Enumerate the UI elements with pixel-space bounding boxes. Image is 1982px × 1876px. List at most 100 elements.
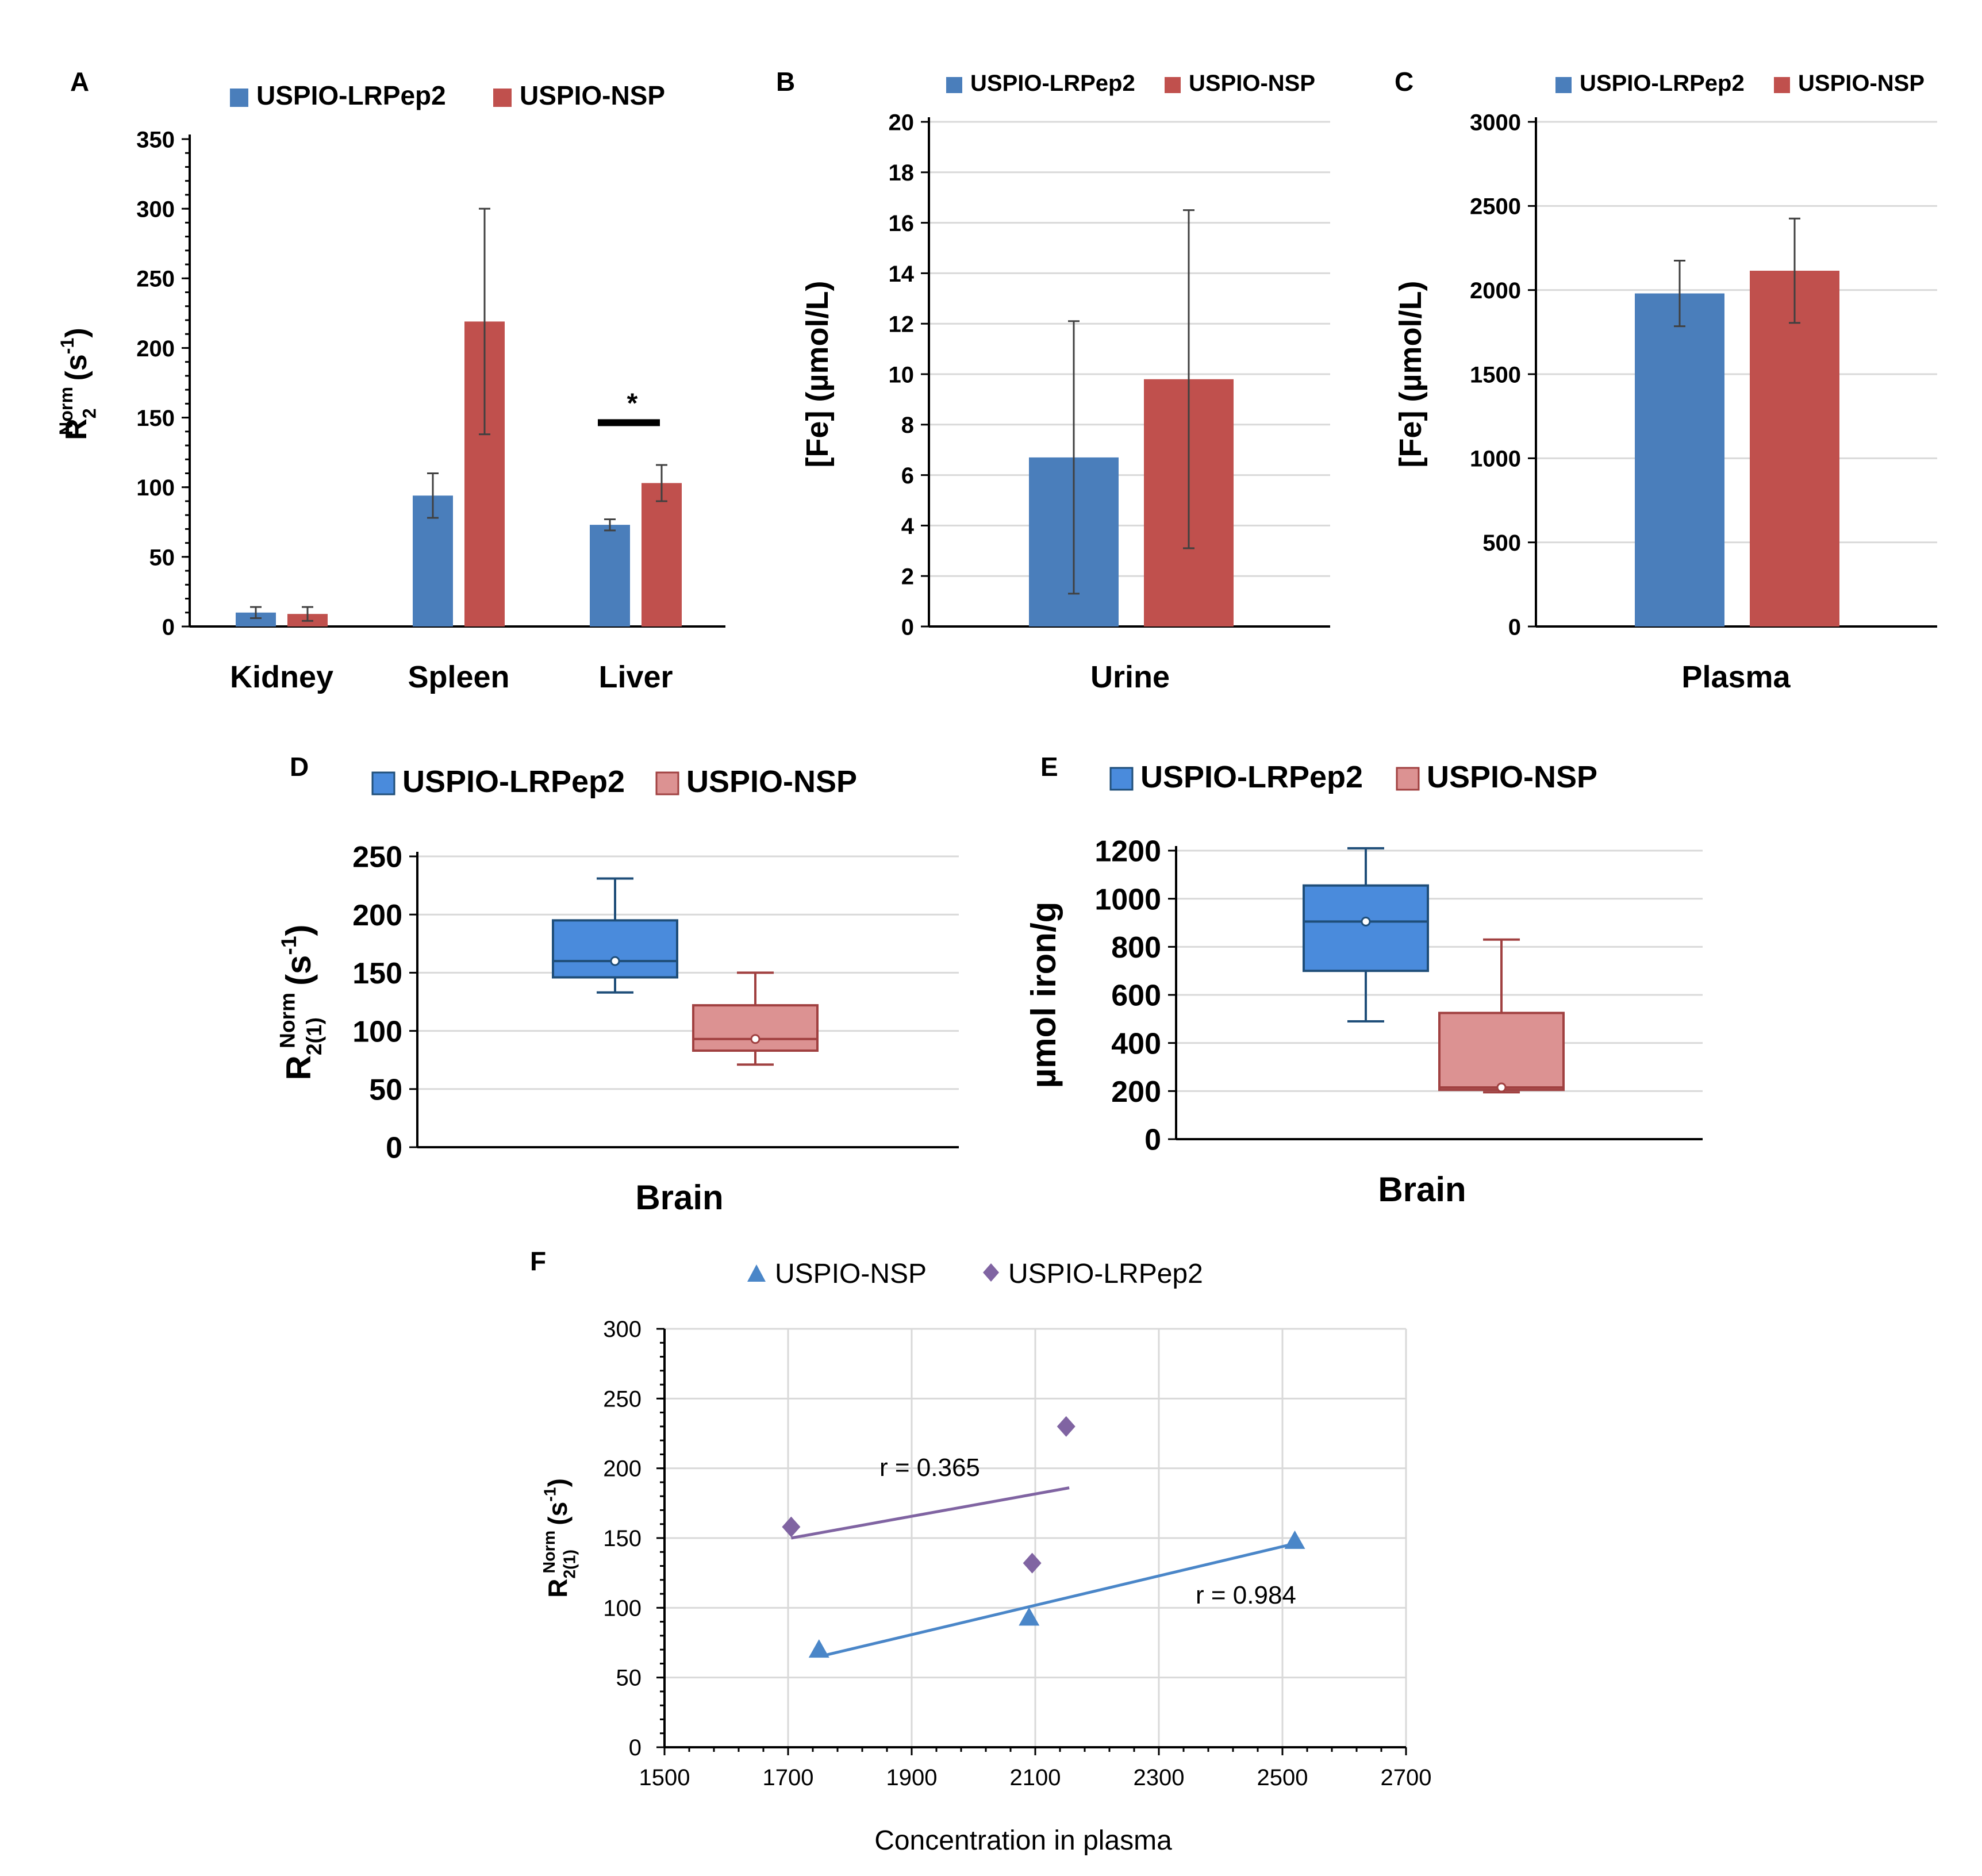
x-category-label: Kidney [230,660,333,694]
x-tick-label: 2500 [1257,1765,1308,1790]
y-tick-label: 0 [1144,1124,1161,1157]
y-axis-title: R2Norm (s-1) [56,328,100,440]
mean-marker [1496,1082,1507,1093]
data-point-triangle [1284,1530,1305,1549]
y-label-part: R [279,1055,318,1080]
y-tick-label: 20 [889,110,915,135]
panel-label: E [1040,752,1058,782]
y-label-part: Norm [56,387,76,435]
y-axis-label: R2Norm (s-1) [56,328,100,440]
y-tick-label: 300 [136,197,175,222]
y-tick-label: 500 [1482,530,1521,556]
panel-label: A [70,67,89,97]
data-point-diamond [782,1516,801,1537]
legend-swatch [493,89,512,107]
y-axis-title: R2(1)Norm (s-1) [275,924,326,1080]
y-axis-label: µmol iron/g [1024,902,1063,1089]
y-tick-label: 250 [352,841,402,874]
bar [1750,271,1839,626]
y-label-part: R [543,1579,573,1598]
y-tick-label: 0 [901,614,914,640]
y-tick-label: 1200 [1094,835,1161,868]
x-category-label: Spleen [408,660,509,694]
legend-swatch [1774,77,1790,93]
panel-label: D [290,752,309,782]
y-tick-label: 150 [136,406,175,431]
data-point-diamond [1023,1552,1042,1574]
legend-label: USPIO-LRPep2 [256,80,446,110]
y-tick-label: 0 [386,1132,402,1165]
legend-swatch [1109,767,1134,791]
x-tick-label: 2700 [1381,1765,1432,1790]
trend-line [824,1542,1296,1657]
y-axis-label: [Fe] (µmol/L) [800,280,835,467]
legend-label: USPIO-NSP [1427,760,1597,794]
trend-line [790,1486,1070,1540]
correlation-label: r = 0.365 [879,1454,980,1482]
y-axis-title: R2(1)Norm (s-1) [540,1478,579,1598]
y-tick-label: 150 [603,1526,642,1551]
x-tick-label: 2100 [1010,1765,1061,1790]
y-tick-label: 16 [889,211,915,236]
y-tick-label: 200 [603,1456,642,1482]
y-tick-label: 50 [616,1666,642,1691]
y-tick-label: 3000 [1470,110,1521,135]
y-tick-label: 1000 [1094,883,1161,916]
mean-marker [750,1034,760,1044]
y-tick-label: 1000 [1470,447,1521,472]
y-tick-label: 10 [889,362,915,387]
legend-label: USPIO-LRPep2 [970,71,1135,96]
panel-label: F [530,1246,546,1276]
x-axis-label: Concentration in plasma [874,1825,1172,1856]
mean-marker [610,956,620,966]
legend-label: USPIO-NSP [1189,71,1315,96]
legend-swatch [371,771,395,795]
box [1303,884,1429,972]
legend-swatch [655,771,679,795]
y-tick-label: 1500 [1470,362,1521,387]
y-label-part: -1 [541,1487,560,1501]
y-tick-label: 0 [1508,614,1521,640]
box-plot [1438,938,1565,1094]
y-tick-label: 100 [352,1015,402,1048]
legend-swatch [1555,77,1572,93]
x-axis-label: Brain [635,1178,723,1217]
data-point-triangle [808,1639,829,1658]
legend-label: USPIO-NSP [520,80,665,110]
y-tick-label: 400 [1111,1027,1161,1060]
y-tick-label: 6 [901,463,914,489]
y-tick-label: 250 [603,1386,642,1412]
data-point-triangle [1019,1607,1040,1626]
panel-label: C [1395,67,1413,97]
y-tick-label: 0 [162,614,175,640]
y-label-part: (s [279,955,318,986]
y-label-part: (s [543,1502,573,1525]
legend-swatch [1165,77,1181,93]
legend-label: USPIO-NSP [686,764,857,799]
y-tick-label: 100 [136,475,175,501]
box-plot [1303,847,1429,1023]
y-label-part: ) [279,924,318,936]
y-tick-label: 250 [136,267,175,292]
y-label-part: Norm [540,1531,559,1573]
y-tick-label: 600 [1111,979,1161,1013]
x-tick-label: 1700 [763,1765,814,1790]
bar [590,525,630,626]
legend-swatch [946,77,962,93]
bar [1635,293,1724,626]
significance-star: * [627,388,638,418]
legend-swatch [1396,767,1420,791]
y-tick-label: 8 [901,413,914,438]
y-label-part: ) [60,328,93,337]
y-label-part: Norm [275,993,299,1048]
data-point-diamond [1057,1416,1075,1437]
y-label-part: (s [60,354,93,380]
legend-swatch [230,89,248,107]
legend-marker-diamond [983,1263,999,1282]
y-label-part: 2(1) [302,1017,326,1055]
x-tick-label: 1900 [886,1765,938,1790]
box [552,919,678,979]
panel-label: B [776,67,795,97]
x-axis-label: Brain [1378,1170,1466,1209]
